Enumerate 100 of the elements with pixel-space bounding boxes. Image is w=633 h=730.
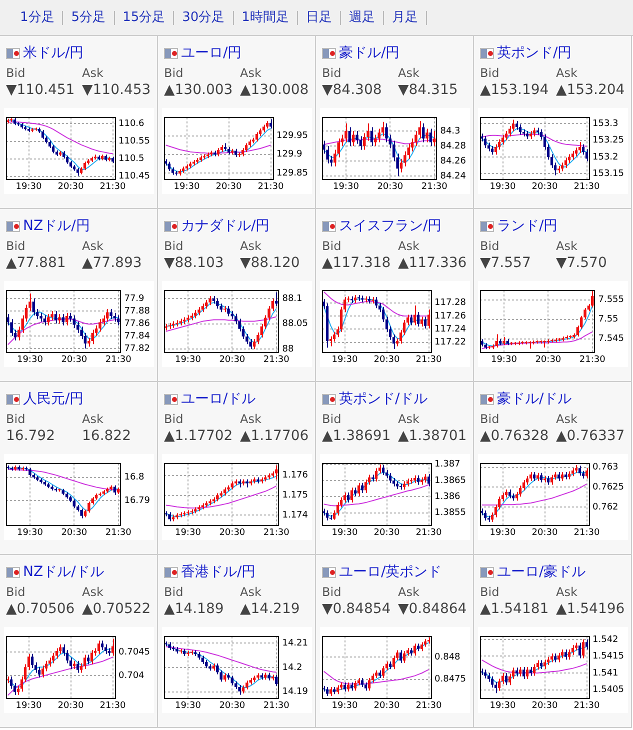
- x-tick-label: 20:30: [532, 528, 558, 538]
- chart-title: ランド/円: [497, 217, 558, 235]
- y-tick-label: 1.174: [282, 510, 308, 521]
- text: Bid: [480, 66, 500, 80]
- x-tick-label: 21:30: [263, 700, 290, 711]
- y-tick-label: 117.26: [434, 311, 466, 322]
- y-tick-label: 0.704: [118, 670, 145, 681]
- text: ▲1.54196: [556, 601, 625, 617]
- text: Bid: [6, 239, 26, 253]
- chart-title: 英ポンド/ドル: [339, 390, 428, 408]
- text: ▲77.881: [6, 255, 66, 271]
- text: ▲1.17706: [240, 428, 309, 444]
- text: ▼110.453: [82, 82, 151, 98]
- y-tick-label: 1.176: [282, 470, 308, 481]
- x-tick-label: 19:30: [490, 700, 516, 711]
- text: ▲0.76328: [480, 428, 549, 444]
- y-tick-label: 14.2: [282, 662, 302, 673]
- chart-title: NZドル/ドル: [23, 563, 104, 581]
- x-tick-label: 19:30: [332, 354, 358, 365]
- y-tick-label: 153.3: [592, 119, 618, 130]
- chart-title: 英ポンド/円: [497, 44, 572, 62]
- x-tick-label: 19:30: [490, 528, 516, 538]
- y-tick-label: 0.7045: [118, 647, 150, 658]
- x-tick-label: 19:30: [174, 700, 202, 711]
- text: Ask: [556, 239, 578, 253]
- chart-title: 豪ドル/円: [339, 44, 400, 62]
- y-tick-label: 14.19: [282, 687, 308, 698]
- text: Bid: [6, 66, 26, 80]
- y-tick-label: 0.8475: [434, 674, 466, 685]
- text: Ask: [82, 585, 104, 599]
- text: ▲77.893: [82, 255, 142, 271]
- x-tick-label: 21:30: [579, 354, 606, 365]
- text: ▲14.189: [164, 601, 224, 617]
- x-tick-label: 20:30: [216, 182, 242, 192]
- text: ▲153.204: [556, 82, 625, 98]
- x-tick-label: 19:30: [332, 700, 358, 711]
- text: ▲0.70522: [82, 601, 151, 617]
- text: ▲0.70506: [6, 601, 75, 617]
- x-tick-label: 20:30: [219, 354, 246, 365]
- text: Bid: [322, 239, 342, 253]
- text: ▲1.54181: [480, 601, 549, 617]
- x-tick-label: 20:30: [58, 700, 84, 711]
- text: Ask: [398, 66, 420, 80]
- text: 月足: [384, 10, 427, 24]
- x-tick-label: 21:30: [263, 354, 290, 365]
- y-tick-label: 77.88: [124, 306, 150, 316]
- chart-title: 人民元/円: [23, 390, 84, 408]
- y-tick-label: 153.15: [592, 168, 624, 179]
- text: Ask: [240, 585, 262, 599]
- x-tick-label: 21:30: [258, 182, 284, 192]
- x-tick-label: 19:30: [332, 528, 358, 538]
- y-tick-label: 7.555: [598, 295, 624, 306]
- y-tick-label: 77.84: [124, 331, 150, 342]
- text: ▲130.003: [164, 82, 233, 98]
- y-tick-label: 1.387: [434, 460, 460, 470]
- x-tick-label: 21:30: [574, 182, 600, 192]
- y-tick-label: 77.9: [124, 294, 145, 304]
- chart-title: スイスフラン/円: [339, 217, 442, 235]
- chart-title: 豪ドル/ドル: [497, 390, 572, 408]
- y-tick-label: 88.1: [282, 294, 302, 304]
- text: Bid: [164, 66, 184, 80]
- chart-title: ユーロ/英ポンド: [339, 563, 442, 581]
- y-tick-label: 129.9: [276, 150, 303, 160]
- chart-title: 米ドル/円: [23, 44, 84, 62]
- text: Ask: [556, 412, 578, 426]
- x-tick-label: 21:30: [105, 528, 132, 538]
- text: Bid: [480, 412, 500, 426]
- x-tick-label: 20:30: [532, 700, 558, 711]
- x-tick-label: 21:30: [100, 182, 126, 192]
- text: Ask: [398, 412, 420, 426]
- y-tick-label: 129.85: [276, 168, 308, 178]
- y-tick-label: 84.3: [440, 126, 460, 136]
- text: Ask: [556, 585, 578, 599]
- text: ▼0.84864: [398, 601, 467, 617]
- x-tick-label: 19:30: [16, 354, 44, 365]
- x-tick-label: 19:30: [490, 182, 516, 192]
- text: ▼84.315: [398, 82, 458, 98]
- x-tick-label: 20:30: [374, 528, 400, 538]
- text: 16.792: [6, 428, 55, 444]
- text: ▲1.38691: [322, 428, 391, 444]
- y-tick-label: 110.5: [118, 154, 144, 164]
- y-tick-label: 7.55: [598, 314, 618, 325]
- text: Ask: [398, 585, 420, 599]
- text: Bid: [480, 585, 500, 599]
- text: ▲117.336: [398, 255, 467, 271]
- y-tick-label: 0.763: [592, 462, 618, 473]
- y-tick-label: 88.05: [282, 319, 308, 330]
- chart-title: ユーロ/豪ドル: [497, 563, 586, 581]
- x-tick-label: 21:30: [421, 182, 448, 192]
- y-tick-label: 16.8: [124, 472, 145, 483]
- y-tick-label: 1.5415: [592, 652, 624, 662]
- y-tick-label: 1.3855: [434, 508, 466, 518]
- text: 1時間足: [234, 10, 298, 24]
- text: ▲14.219: [240, 601, 300, 617]
- text: Bid: [164, 585, 184, 599]
- y-tick-label: 16.79: [124, 496, 150, 506]
- x-tick-label: 19:30: [16, 528, 44, 538]
- x-tick-label: 21:30: [100, 700, 126, 711]
- x-tick-label: 20:30: [532, 182, 558, 192]
- chart-title: ユーロ/円: [181, 44, 242, 62]
